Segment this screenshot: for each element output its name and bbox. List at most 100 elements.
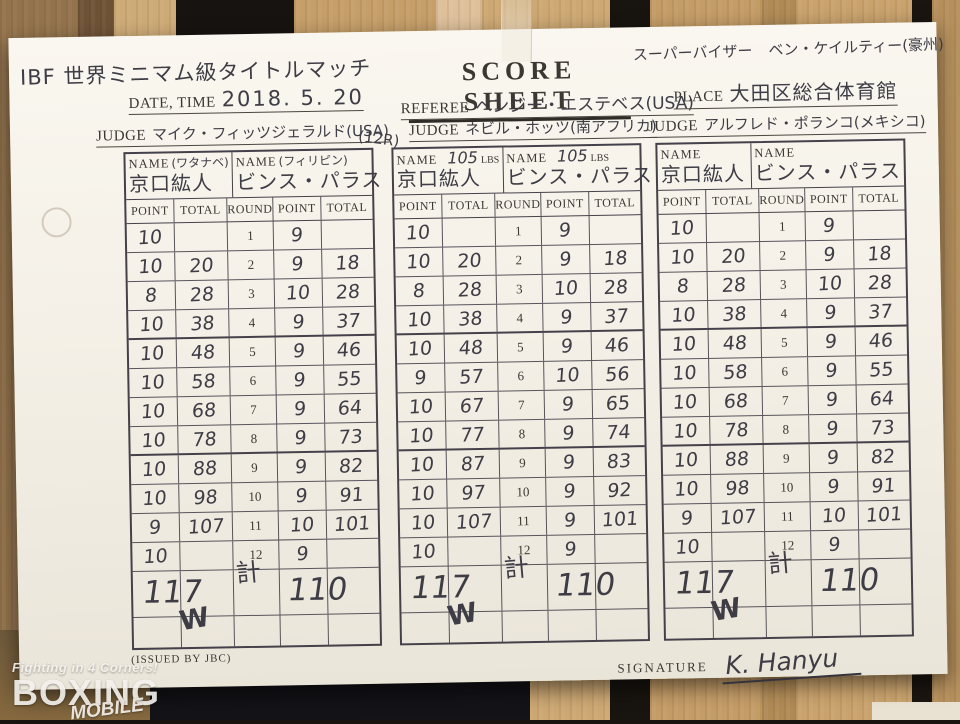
score-cell: 88	[710, 445, 765, 474]
column-header: POINT	[658, 189, 707, 214]
score-cell: 91	[326, 481, 377, 510]
score-value: 10	[672, 390, 699, 415]
score-value: 8	[676, 275, 691, 298]
score-cell: 9	[811, 530, 860, 560]
score-value: 10	[672, 419, 699, 443]
score-value: 77	[459, 422, 486, 447]
score-value: 9	[558, 219, 573, 242]
name-row: NAME 京口紘人 NAME ビンス・パラス	[657, 140, 905, 191]
score-value: 9	[563, 509, 578, 532]
referee-value: ベンジー・エステベス(USA)	[474, 93, 695, 118]
score-value: 10	[409, 453, 436, 477]
score-cell: 9	[807, 327, 857, 357]
judge-label: JUDGE	[408, 122, 460, 140]
bottom-grid-row: W	[401, 597, 648, 644]
score-cell: 11	[500, 506, 548, 536]
score-value: 10	[140, 371, 166, 395]
score-row: 10 48 5 9 46	[396, 331, 644, 365]
score-value: 9	[824, 359, 839, 383]
score-cell: 10	[663, 474, 712, 504]
score-cell: 46	[324, 336, 375, 365]
fighter-name-cell: NAME 京口紘人	[657, 143, 752, 190]
score-cell: 1	[759, 212, 807, 242]
score-row: 10 20 2 9 18	[659, 239, 906, 273]
score-cell: 5	[761, 328, 809, 358]
score-cell: 9	[543, 303, 592, 331]
score-cell: 10	[661, 358, 710, 388]
score-cell: 8	[395, 276, 445, 306]
score-value: 8	[412, 279, 427, 303]
score-row: 10 77 8 9 74	[398, 418, 645, 452]
score-cell: 10	[399, 479, 448, 509]
score-sheet-paper: IBF 世界ミニマム級タイトルマッチ SCORE SHEET スーパーバイザーベ…	[8, 21, 948, 691]
score-cell: 10	[542, 274, 592, 303]
score-cell: 10	[396, 305, 445, 334]
score-value: 48	[189, 341, 216, 365]
score-value: 9	[294, 455, 309, 479]
score-cell: 10	[396, 334, 446, 364]
score-value: 10	[141, 458, 168, 482]
score-value: 9	[562, 451, 577, 474]
score-cell: 38	[708, 300, 762, 328]
score-value: 78	[191, 427, 218, 451]
fighter-name-cell: NAME 105 LBS ビンス・パラス	[503, 145, 656, 193]
score-value: 56	[604, 362, 631, 387]
fighter-name-cell: NAME (フィリピン) ビンス・パラス	[233, 150, 386, 198]
grid-cell	[596, 609, 648, 640]
score-cell: 10	[130, 426, 179, 455]
score-row: 10 20 2 9 18	[127, 248, 374, 283]
score-value: 9	[680, 507, 695, 530]
score-cell: 10	[398, 450, 448, 480]
supervisor-label: スーパーバイザー	[632, 41, 753, 64]
score-value: 10	[670, 303, 697, 327]
score-cell: 101	[859, 500, 910, 529]
score-cell: 18	[322, 249, 373, 278]
score-cell: 10	[658, 213, 708, 243]
score-cell: 78	[710, 416, 764, 444]
score-cell: 9	[131, 513, 181, 543]
score-row: 10 97 10 9 92	[399, 476, 646, 510]
score-cell: 10	[128, 339, 178, 369]
score-value: 28	[603, 275, 630, 300]
score-cell: 98	[179, 483, 233, 513]
watermark-tagline: Fighting in 4 Corners!	[12, 660, 159, 675]
score-cell: 10	[500, 477, 547, 507]
grid-cell	[328, 614, 380, 645]
score-cell: 28	[855, 269, 906, 298]
score-value: 9	[518, 455, 526, 471]
score-value: 98	[724, 476, 751, 501]
score-value: 10	[411, 540, 437, 564]
score-row: 10 67 7 9 65	[397, 389, 645, 423]
grid-cell	[665, 607, 714, 639]
column-header: TOTAL	[858, 190, 900, 206]
name-label: NAME	[128, 156, 170, 172]
score-value: 10	[141, 428, 167, 452]
score-value: 10	[285, 281, 312, 305]
score-cell: 10	[400, 537, 449, 567]
score-value: 88	[192, 457, 218, 481]
score-cell: 87	[446, 449, 501, 479]
score-cell: 3	[496, 274, 544, 304]
score-cell: 9	[275, 336, 325, 366]
score-value: 18	[334, 251, 361, 275]
score-cell: 10	[659, 242, 708, 272]
score-cell: 83	[594, 447, 645, 476]
score-row: 9 57 6 10 56	[397, 360, 644, 394]
score-value: 10	[405, 221, 432, 245]
score-value: 10	[289, 513, 316, 537]
name-label: NAME	[235, 154, 277, 170]
grid-cell	[280, 614, 330, 646]
total-kanji: 計	[234, 557, 263, 589]
score-cell: 92	[594, 476, 645, 505]
score-cell: 10	[126, 223, 176, 253]
score-value: 8	[250, 430, 258, 446]
score-table-judge-1: NAME (ワタナベ) 京口紘人 NAME (フィリピン) ビンス・パラス POINT TOT…	[123, 147, 383, 651]
score-cell: 101	[327, 510, 378, 539]
score-cell: 9	[231, 453, 279, 483]
score-value: 10	[669, 245, 696, 270]
score-cell: 9	[275, 307, 324, 336]
score-value: 1	[778, 218, 786, 234]
score-value: 107	[718, 505, 757, 530]
score-cell: 10	[129, 368, 178, 398]
column-header: TOTAL	[442, 193, 496, 218]
